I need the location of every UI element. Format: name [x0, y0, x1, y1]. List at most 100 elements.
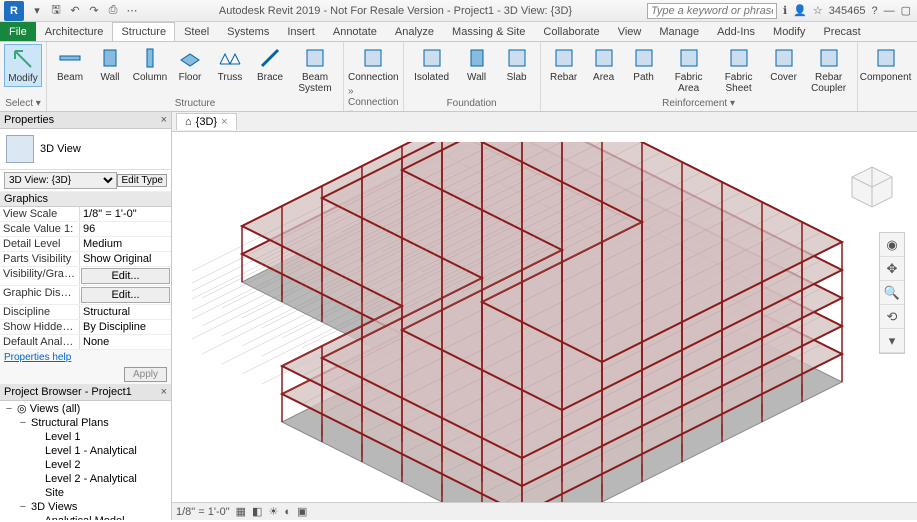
view-type-label: 3D View	[40, 143, 81, 155]
tree-item[interactable]: − Structural Plans	[0, 416, 171, 430]
ribbon-connection-button[interactable]: Connection	[349, 44, 397, 85]
view-tab-label: {3D}	[196, 116, 217, 128]
building-model	[192, 142, 852, 502]
ribbon-wall-button[interactable]: Wall	[91, 44, 129, 85]
view-tab-close-icon[interactable]: ×	[221, 116, 227, 128]
maximize-icon[interactable]: ▢	[901, 4, 911, 17]
search-input[interactable]	[647, 3, 777, 19]
tree-item[interactable]: Level 2	[0, 458, 171, 472]
tree-item[interactable]: Level 2 - Analytical	[0, 472, 171, 486]
properties-close-icon[interactable]: ×	[161, 114, 167, 126]
tree-item[interactable]: Level 1 - Analytical	[0, 444, 171, 458]
status-detail-icon[interactable]: ▦	[236, 505, 246, 518]
view-selector[interactable]: 3D View: {3D}	[4, 172, 117, 189]
tab-analyze[interactable]: Analyze	[386, 22, 443, 41]
nav-pan-icon[interactable]: ✥	[880, 257, 904, 281]
qat-open-icon[interactable]: ▾	[29, 3, 45, 19]
ribbon-fabricsheet-button[interactable]: Fabric Sheet	[715, 44, 763, 96]
status-shadow-icon[interactable]: ◐	[284, 506, 291, 518]
tree-item[interactable]: Analytical Model	[0, 514, 171, 520]
qat-redo-icon[interactable]: ↷	[86, 3, 102, 19]
qat-print-icon[interactable]: ⎙	[105, 3, 121, 19]
ribbon-area-button[interactable]: Area	[585, 44, 623, 85]
ribbon-tabs: FileArchitectureStructureSteelSystemsIns…	[0, 22, 917, 42]
ribbon-beam-button[interactable]: Beam	[51, 44, 89, 85]
ribbon-rebarcoupler-button[interactable]: Rebar Coupler	[805, 44, 853, 96]
edit-type-button[interactable]: Edit Type	[117, 174, 167, 187]
tab-manage[interactable]: Manage	[650, 22, 708, 41]
ribbon-brace-button[interactable]: Brace	[251, 44, 289, 85]
properties-header: Properties ×	[0, 112, 171, 129]
tab-collaborate[interactable]: Collaborate	[534, 22, 608, 41]
ribbon-modify-button[interactable]: Modify	[4, 44, 42, 87]
nav-zoom-icon[interactable]: 🔍	[880, 281, 904, 305]
status-crop-icon[interactable]: ▣	[297, 505, 307, 518]
tab-architecture[interactable]: Architecture	[36, 22, 113, 41]
apply-button[interactable]: Apply	[124, 367, 167, 382]
tab-file[interactable]: File	[0, 22, 36, 41]
prop-row[interactable]: Parts VisibilityShow Original	[0, 252, 171, 267]
ribbon-column-button[interactable]: Column	[131, 44, 169, 85]
ribbon-path-button[interactable]: Path	[625, 44, 663, 85]
status-scale[interactable]: 1/8" = 1'-0"	[176, 506, 230, 518]
signin-icon[interactable]: 👤	[793, 4, 807, 17]
ribbon-slab-button[interactable]: Slab	[498, 44, 536, 85]
properties-type: 3D View	[0, 129, 171, 170]
prop-row[interactable]: Default Analysis Dis...None	[0, 335, 171, 350]
tab-view[interactable]: View	[609, 22, 651, 41]
tab-addins[interactable]: Add-Ins	[708, 22, 764, 41]
quick-access-toolbar: R ▾ 🖫 ↶ ↷ ⎙ ⋯	[0, 1, 144, 21]
ribbon-group-structure: BeamWallColumnFloorTrussBraceBeam System…	[47, 42, 344, 111]
tab-modify[interactable]: Modify	[764, 22, 814, 41]
ribbon-floor-button[interactable]: Floor	[171, 44, 209, 85]
tab-precast[interactable]: Precast	[814, 22, 869, 41]
properties-help-link[interactable]: Properties help	[0, 350, 171, 365]
tree-item[interactable]: − ◎ Views (all)	[0, 401, 171, 416]
project-browser[interactable]: − ◎ Views (all)− Structural Plans Level …	[0, 401, 171, 520]
title-right: ℹ 👤 ☆ 345465 ? — ▢	[777, 4, 917, 17]
ribbon-truss-button[interactable]: Truss	[211, 44, 249, 85]
ribbon-modeltext-button[interactable]: Model Text	[912, 44, 917, 96]
nav-more-icon[interactable]: ▾	[880, 329, 904, 353]
tab-annotate[interactable]: Annotate	[324, 22, 386, 41]
ribbon-wall-button[interactable]: Wall	[458, 44, 496, 85]
tab-systems[interactable]: Systems	[218, 22, 278, 41]
prop-row[interactable]: Show Hidden LinesBy Discipline	[0, 320, 171, 335]
ribbon-component-button[interactable]: Component	[862, 44, 910, 85]
qat-more-icon[interactable]: ⋯	[124, 3, 140, 19]
ribbon-isolated-button[interactable]: Isolated	[408, 44, 456, 85]
prop-row[interactable]: Detail LevelMedium	[0, 237, 171, 252]
tree-item[interactable]: − 3D Views	[0, 500, 171, 514]
tree-item[interactable]: Level 1	[0, 430, 171, 444]
tab-massingsite[interactable]: Massing & Site	[443, 22, 534, 41]
tab-insert[interactable]: Insert	[278, 22, 324, 41]
viewcube[interactable]	[847, 162, 897, 212]
tab-steel[interactable]: Steel	[175, 22, 218, 41]
app-logo[interactable]: R	[4, 1, 24, 21]
info-icon[interactable]: ℹ	[783, 4, 787, 17]
prop-row[interactable]: Graphic Display Opt...Edit...	[0, 286, 171, 305]
minimize-icon[interactable]: —	[884, 5, 895, 17]
prop-row[interactable]: View Scale1/8" = 1'-0"	[0, 207, 171, 222]
status-style-icon[interactable]: ◧	[252, 505, 262, 518]
ribbon-group-foundation: IsolatedWallSlabFoundation	[404, 42, 541, 111]
ribbon-cover-button[interactable]: Cover	[765, 44, 803, 85]
qat-undo-icon[interactable]: ↶	[67, 3, 83, 19]
tab-structure[interactable]: Structure	[112, 22, 175, 41]
browser-close-icon[interactable]: ×	[161, 386, 167, 398]
view-tab-3d[interactable]: ⌂ {3D} ×	[176, 113, 237, 130]
qat-save-icon[interactable]: 🖫	[48, 3, 64, 19]
nav-orbit-icon[interactable]: ⟲	[880, 305, 904, 329]
ribbon-rebar-button[interactable]: Rebar	[545, 44, 583, 85]
tree-item[interactable]: Site	[0, 486, 171, 500]
ribbon-beamsystem-button[interactable]: Beam System	[291, 44, 339, 96]
prop-row[interactable]: Visibility/Graphics O...Edit...	[0, 267, 171, 286]
status-sun-icon[interactable]: ☀	[268, 505, 278, 518]
prop-row[interactable]: Scale Value 1:96	[0, 222, 171, 237]
help-icon[interactable]: ?	[871, 5, 877, 17]
nav-wheel-icon[interactable]: ◉	[880, 233, 904, 257]
prop-row[interactable]: DisciplineStructural	[0, 305, 171, 320]
ribbon-fabricarea-button[interactable]: Fabric Area	[665, 44, 713, 96]
viewport[interactable]: ◉ ✥ 🔍 ⟲ ▾	[172, 132, 917, 502]
favorite-icon[interactable]: ☆	[813, 4, 823, 17]
